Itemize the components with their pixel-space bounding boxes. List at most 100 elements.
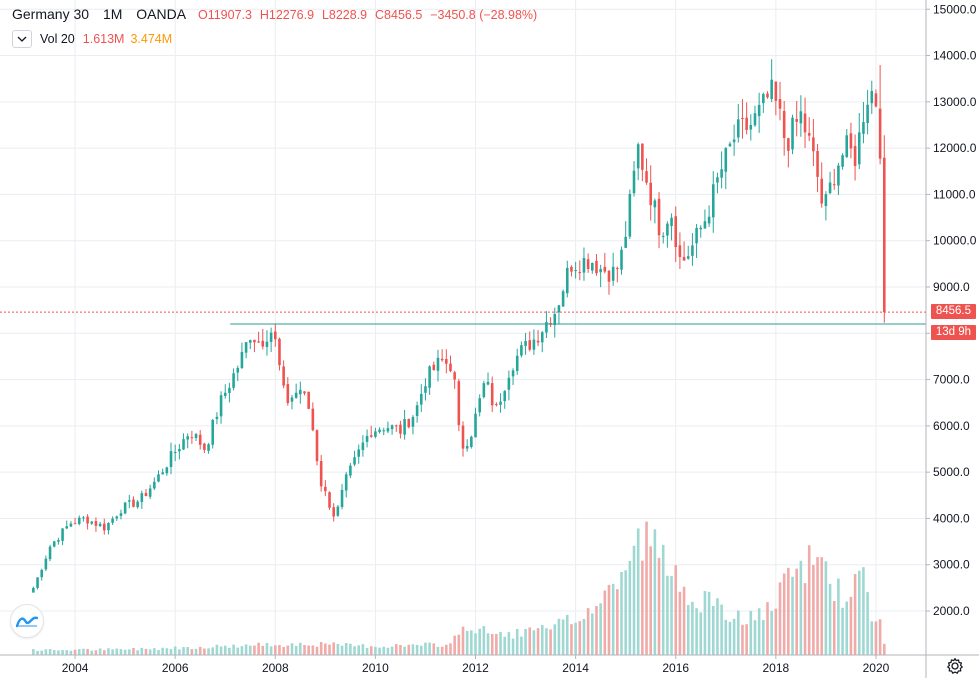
volume-bar — [486, 633, 490, 655]
volume-bar — [862, 567, 865, 655]
candle-body — [741, 117, 744, 120]
candle-body — [369, 435, 373, 437]
volume-bar — [611, 583, 615, 655]
candle-body — [470, 436, 473, 447]
volume-bar — [303, 645, 306, 655]
volume-bar — [636, 528, 640, 655]
candle-body — [724, 147, 728, 172]
candle-body — [499, 401, 502, 405]
candle-body — [432, 364, 436, 371]
candle-body — [695, 227, 698, 244]
price-candles — [32, 59, 886, 593]
candle-body — [198, 434, 202, 445]
gear-icon[interactable] — [944, 655, 966, 677]
candle-body — [536, 340, 540, 343]
volume-bar — [415, 644, 419, 655]
candle-body — [699, 227, 703, 230]
volume-bar — [882, 643, 886, 655]
volume-bar — [419, 645, 423, 655]
volume-bar — [219, 646, 223, 655]
candle-body — [649, 182, 652, 206]
volume-label[interactable]: Vol 20 — [40, 32, 75, 46]
candle-body — [641, 143, 644, 170]
volume-bar — [657, 557, 661, 655]
volume-bar — [561, 619, 565, 655]
candle-body — [165, 467, 169, 474]
volume-bar — [115, 648, 119, 655]
candle-body — [48, 546, 52, 560]
volume-bar — [565, 614, 569, 655]
volume-bar — [878, 619, 882, 655]
volume-bar — [628, 560, 632, 655]
tradingview-logo-icon[interactable] — [10, 604, 44, 638]
volume-bar — [461, 626, 465, 655]
candle-body — [807, 133, 811, 136]
price-tick-label: 2000.0 — [933, 604, 970, 618]
candle-body — [611, 266, 615, 281]
volume-bar — [57, 650, 60, 655]
candle-body — [495, 404, 498, 406]
volume-bar — [724, 619, 728, 655]
candle-body — [169, 451, 173, 467]
volume-bar — [557, 618, 561, 655]
volume-bar — [682, 586, 686, 655]
candle-body — [115, 516, 119, 519]
chevron-down-icon[interactable] — [12, 30, 32, 48]
candle-body — [203, 443, 206, 450]
volume-bar — [349, 643, 352, 655]
candle-body — [878, 108, 882, 159]
volume-bar — [507, 632, 511, 655]
volume-bar — [94, 650, 98, 655]
volume-bar — [691, 601, 694, 655]
candle-body — [77, 517, 81, 524]
candle-body — [307, 391, 310, 409]
candle-body — [511, 370, 515, 377]
volume-bar — [436, 646, 440, 655]
volume-bar — [48, 649, 52, 655]
candle-body — [812, 137, 815, 152]
candle-body — [319, 461, 323, 487]
candle-body — [207, 444, 210, 451]
volume-bar — [595, 606, 598, 655]
volume-bar — [361, 644, 365, 655]
ohlc-change: −3450.8 (−28.98%) — [430, 8, 538, 22]
candle-body — [795, 119, 798, 122]
candle-body — [557, 305, 561, 313]
volume-bar — [578, 621, 582, 655]
time-tick-label: 2008 — [262, 661, 289, 675]
volume-bar — [536, 628, 540, 655]
candle-body — [732, 139, 736, 143]
candle-body — [265, 341, 269, 347]
volume-bar — [194, 648, 198, 655]
candle-body — [465, 446, 469, 449]
candle-body — [678, 245, 682, 257]
volume-bar — [107, 648, 110, 655]
candle-body — [782, 111, 786, 138]
volume-bar — [645, 521, 648, 655]
candle-body — [520, 345, 523, 356]
last-price-tag: 8456.5 — [930, 304, 976, 320]
candle-body — [190, 437, 194, 439]
candle-body — [749, 125, 753, 130]
price-tick-label: 14000.0 — [933, 49, 977, 63]
symbol-name[interactable]: Germany 30 — [12, 6, 90, 22]
volume-bar — [553, 624, 557, 655]
volume-bar — [695, 608, 698, 655]
volume-bar — [545, 628, 548, 655]
candle-body — [157, 474, 160, 482]
volume-bar — [407, 644, 411, 655]
volume-bar — [148, 649, 152, 655]
time-axis[interactable]: 2004 2006 2008 2010 2012 2014 2016 2018 2020 — [0, 654, 979, 675]
volume-bar — [374, 646, 377, 655]
candle-body — [561, 291, 565, 307]
volume-bar — [795, 568, 798, 655]
volume-bar — [386, 647, 390, 655]
volume-bar — [720, 604, 723, 655]
volume-bar — [40, 650, 44, 655]
candle-body — [403, 419, 406, 435]
volume-bar — [261, 645, 265, 655]
candle-body — [857, 132, 861, 165]
time-tick-label: 2004 — [62, 661, 89, 675]
grid-lines — [0, 0, 926, 655]
